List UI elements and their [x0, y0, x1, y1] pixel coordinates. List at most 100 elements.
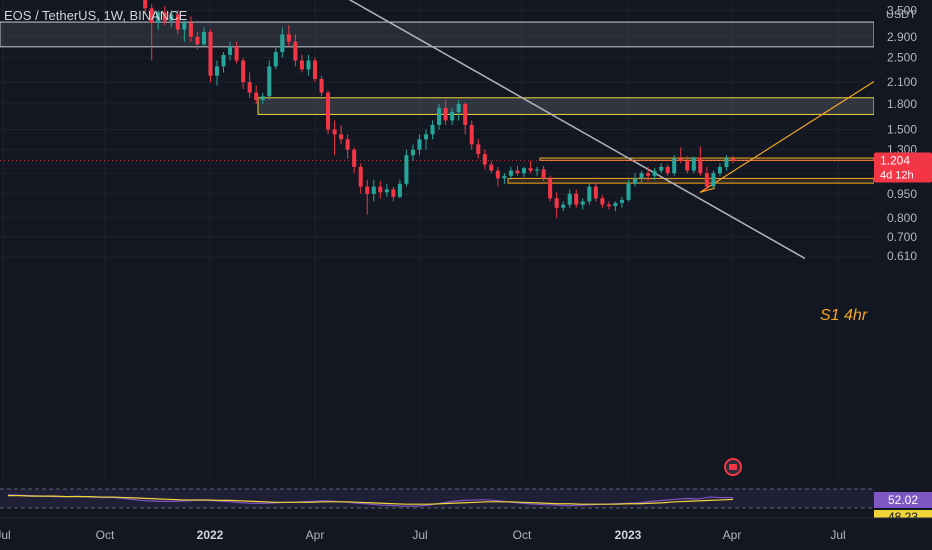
candle-body — [717, 166, 722, 174]
x-tick-label: Oct — [513, 528, 532, 542]
candle-body — [528, 168, 533, 171]
candle-body — [469, 124, 474, 145]
candle-body — [149, 8, 154, 23]
candle-body — [561, 204, 566, 208]
candle-body — [554, 198, 559, 208]
y-tick-label: 1.800 — [887, 97, 917, 111]
candle-body — [456, 103, 461, 112]
x-tick-label: Apr — [723, 528, 742, 542]
chart-grid — [0, 0, 874, 482]
candle-body — [345, 139, 350, 150]
candle-body — [685, 160, 690, 171]
candle-body — [639, 173, 644, 179]
time-axis: Jul Oct 2022 Apr Jul Oct 2023 Apr Jul — [0, 517, 932, 550]
candle-body — [521, 168, 527, 174]
earnings-flag-icon[interactable] — [724, 458, 742, 476]
candle-body — [391, 189, 396, 197]
candle-body — [339, 134, 344, 140]
candle-body — [365, 186, 370, 194]
candle-body — [613, 202, 618, 207]
candle-body — [430, 124, 435, 135]
candle-body — [626, 183, 631, 200]
candle-body — [352, 149, 357, 167]
candle-body — [410, 149, 415, 156]
price-axis-bg — [874, 0, 932, 550]
y-tick-label: 0.700 — [887, 230, 917, 244]
candle-body — [201, 32, 206, 45]
candle-body — [208, 32, 213, 76]
candle-body — [143, 0, 148, 9]
candle-body — [437, 107, 442, 125]
rising-support-line — [699, 80, 876, 193]
candle-body — [691, 157, 696, 171]
candle-body — [384, 189, 389, 193]
candle-body — [587, 186, 592, 202]
price-tag-countdown: 4d 12h — [880, 169, 914, 181]
candlestick-series[interactable] — [6, 0, 736, 218]
candle-body — [326, 92, 331, 130]
candle-body — [443, 107, 448, 121]
x-tick-label: 2022 — [197, 528, 224, 542]
candle-body — [659, 166, 664, 171]
candle-body — [286, 34, 291, 42]
price-zones — [0, 21, 875, 184]
candle-body — [704, 173, 709, 187]
candle-body — [476, 144, 481, 155]
zone-gray — [0, 21, 875, 48]
axis-unit-label: USDT — [886, 9, 916, 21]
candle-body — [423, 134, 429, 140]
candle-body — [299, 60, 304, 70]
candle-body — [195, 36, 200, 45]
y-tick-label: 0.610 — [887, 249, 917, 263]
zone-yellow — [257, 97, 875, 115]
candle-body — [652, 170, 657, 176]
rsi-value-tag — [874, 492, 932, 508]
candle-body — [254, 92, 259, 101]
candle-body — [378, 186, 383, 193]
descending-trendline — [348, 0, 806, 260]
candle-body — [548, 178, 553, 199]
symbol-title: EOS / TetherUS, 1W, BINANCE — [4, 8, 188, 23]
zone-orange — [507, 177, 875, 184]
x-tick-label: Jul — [0, 528, 11, 542]
candle-body — [646, 173, 651, 176]
candle-body — [508, 170, 513, 176]
rsi-pane — [0, 482, 874, 516]
candle-body — [698, 157, 703, 174]
candle-body — [358, 166, 363, 187]
rsi-band — [0, 489, 874, 508]
x-tick-label: Apr — [306, 528, 325, 542]
y-tick-label: 2.100 — [887, 75, 917, 89]
candle-body — [619, 199, 624, 203]
candle-body — [495, 170, 500, 179]
x-tick-label: Oct — [96, 528, 115, 542]
rsi-ma-line — [8, 495, 734, 505]
price-axis: USDT3.5002.9002.5002.1001.8001.5001.3001… — [874, 0, 932, 550]
candle-body — [502, 175, 507, 179]
candle-body — [267, 66, 272, 97]
candle-body — [482, 154, 487, 165]
candle-body — [228, 46, 233, 55]
candle-body — [593, 186, 598, 199]
candle-body — [665, 166, 670, 174]
candle-body — [404, 155, 409, 184]
y-tick-label: 2.900 — [887, 30, 917, 44]
candle-body — [580, 201, 585, 205]
candle-body — [241, 60, 246, 83]
candle-body — [633, 178, 638, 184]
candle-body — [463, 103, 468, 125]
candle-body — [306, 60, 311, 70]
y-tick-label: 1.500 — [887, 123, 917, 137]
rising-support-line-base — [699, 187, 716, 193]
candle-body — [332, 129, 337, 135]
annotation-s1-4hr: S1 4hr — [820, 307, 868, 324]
zone-orange — [539, 157, 875, 161]
candle-body — [535, 169, 540, 171]
candle-body — [182, 22, 187, 30]
candle-body — [606, 204, 611, 207]
candle-body — [169, 14, 174, 21]
price-tag-bg — [874, 152, 932, 183]
candle-body — [600, 198, 605, 205]
candle-body — [371, 186, 376, 194]
